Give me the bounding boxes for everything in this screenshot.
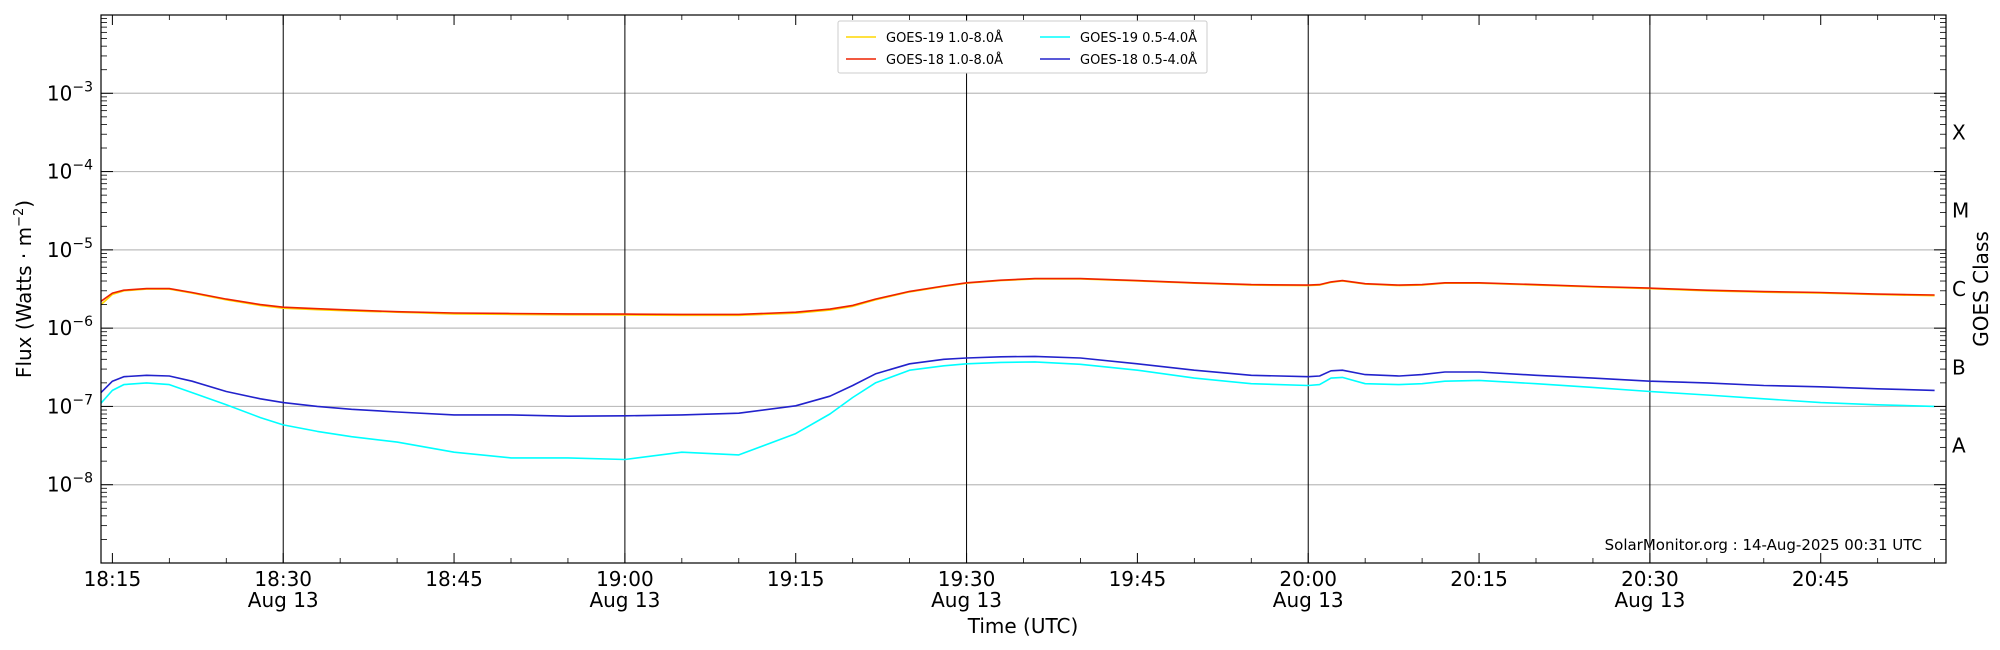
x-tick-date-label: Aug 13 bbox=[1273, 588, 1344, 612]
y-tick-base: 10 bbox=[47, 160, 72, 184]
y-axis-title-sup: −2 bbox=[12, 208, 27, 227]
goes-class-label: B bbox=[1952, 355, 1966, 379]
y-tick-exponent: −8 bbox=[72, 471, 93, 487]
x-tick-label: 20:45 bbox=[1792, 567, 1850, 591]
axis-ticks bbox=[101, 15, 1946, 563]
y-tick-exponent: −6 bbox=[72, 314, 93, 330]
y-tick-exponent: −3 bbox=[72, 79, 93, 95]
y-axis-title: Flux (Watts · m−2) bbox=[12, 200, 36, 378]
y-tick-label: 10−5 bbox=[47, 236, 93, 262]
y-tick-base: 10 bbox=[47, 81, 72, 105]
x-tick-label: 18:45 bbox=[425, 567, 483, 591]
y-tick-exponent: −7 bbox=[72, 392, 93, 408]
legend-label: GOES-18 1.0-8.0Å bbox=[886, 52, 1003, 68]
y-axis-title-end: ) bbox=[12, 200, 36, 208]
y-tick-label: 10−4 bbox=[47, 158, 93, 184]
x-tick-label: 20:15 bbox=[1450, 567, 1508, 591]
y-tick-label: 10−8 bbox=[47, 471, 93, 497]
x-tick-label: 18:15 bbox=[84, 567, 142, 591]
y-axis-title-main: Flux (Watts · m bbox=[12, 227, 36, 378]
y-tick-base: 10 bbox=[47, 238, 72, 262]
x-tick-label: 19:45 bbox=[1109, 567, 1167, 591]
legend: GOES-19 1.0-8.0Å GOES-18 1.0-8.0Å GOES-19 … bbox=[837, 20, 1208, 74]
y-tick-label: 10−3 bbox=[47, 79, 93, 105]
x-tick-label: 20:00 bbox=[1279, 567, 1337, 591]
legend-label: GOES-19 1.0-8.0Å bbox=[886, 30, 1003, 46]
x-tick-date-label: Aug 13 bbox=[1614, 588, 1685, 612]
series-line bbox=[100, 361, 1935, 461]
x-tick-date-label: Aug 13 bbox=[589, 588, 660, 612]
grid-lines bbox=[101, 15, 1946, 563]
y-tick-exponent: −4 bbox=[72, 158, 93, 174]
x-axis-title: Time (UTC) bbox=[967, 614, 1079, 638]
legend-label: GOES-19 0.5-4.0Å bbox=[1080, 30, 1197, 46]
series-line bbox=[100, 277, 1935, 316]
x-tick-label: 20:30 bbox=[1621, 567, 1679, 591]
legend-label: GOES-18 0.5-4.0Å bbox=[1080, 52, 1197, 68]
x-tick-label: 19:15 bbox=[767, 567, 825, 591]
series-line bbox=[100, 278, 1935, 317]
y-tick-label: 10−7 bbox=[47, 392, 93, 418]
series-line bbox=[100, 355, 1935, 418]
goes-class-label: X bbox=[1952, 120, 1966, 144]
y-tick-exponent: −5 bbox=[72, 236, 93, 252]
x-tick-label: 18:30 bbox=[254, 567, 312, 591]
goes-class-axis-title: GOES Class bbox=[1969, 231, 1993, 347]
y-tick-label: 10−6 bbox=[47, 314, 93, 340]
y-tick-base: 10 bbox=[47, 316, 72, 340]
x-tick-date-label: Aug 13 bbox=[931, 588, 1002, 612]
x-tick-label: 19:00 bbox=[596, 567, 654, 591]
y-tick-base: 10 bbox=[47, 394, 72, 418]
x-tick-date-label: Aug 13 bbox=[248, 588, 319, 612]
credit-text: SolarMonitor.org : 14-Aug-2025 00:31 UTC bbox=[1605, 536, 1922, 554]
goes-class-label: M bbox=[1952, 199, 1969, 223]
y-tick-base: 10 bbox=[47, 473, 72, 497]
x-tick-label: 19:30 bbox=[938, 567, 996, 591]
series-lines bbox=[100, 277, 1935, 461]
goes-class-label: C bbox=[1952, 277, 1966, 301]
goes-class-label: A bbox=[1952, 434, 1966, 458]
legend-box bbox=[837, 20, 1208, 74]
